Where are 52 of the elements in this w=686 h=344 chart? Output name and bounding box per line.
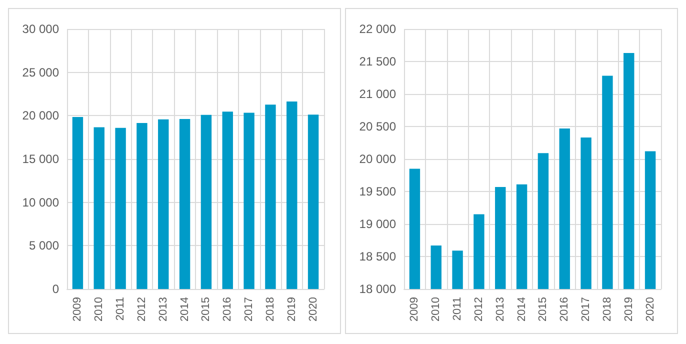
x-tick-label: 2011 xyxy=(114,297,127,321)
bar xyxy=(222,112,233,289)
x-tick-label: 2013 xyxy=(157,297,170,322)
y-tick-label: 20 500 xyxy=(359,120,396,134)
x-tick-label: 2013 xyxy=(494,297,506,322)
bar xyxy=(136,123,148,289)
x-tick-label: 2015 xyxy=(537,297,550,322)
bar xyxy=(286,102,298,289)
bar xyxy=(179,119,190,289)
y-tick-label: 5 000 xyxy=(28,238,60,253)
y-tick-label: 19 500 xyxy=(359,184,396,198)
x-tick-label: 2009 xyxy=(72,297,84,322)
bar xyxy=(158,119,169,289)
x-tick-label: 2010 xyxy=(430,297,442,322)
x-tick-label: 2011 xyxy=(452,297,464,321)
x-tick-label: 2012 xyxy=(136,297,148,322)
y-tick-label: 18 000 xyxy=(359,282,396,296)
y-tick-label: 21 000 xyxy=(359,87,396,101)
y-tick-label: 22 000 xyxy=(359,22,396,36)
x-tick-label: 2014 xyxy=(178,297,191,322)
x-tick-label: 2018 xyxy=(601,297,614,322)
x-tick-label: 2020 xyxy=(644,297,656,322)
x-tick-label: 2019 xyxy=(286,297,298,322)
y-tick-label: 20 000 xyxy=(22,108,60,123)
y-tick-label: 30 000 xyxy=(22,22,60,36)
bar xyxy=(244,112,254,289)
x-tick-label: 2016 xyxy=(222,297,234,322)
y-tick-label: 18 500 xyxy=(359,250,396,264)
bar xyxy=(200,114,212,289)
bar xyxy=(115,128,126,289)
x-tick-label: 2017 xyxy=(580,297,592,322)
y-tick-label: 25 000 xyxy=(22,65,60,80)
bar xyxy=(265,104,276,289)
x-tick-label: 2019 xyxy=(622,297,635,322)
x-tick-label: 2017 xyxy=(243,297,256,322)
y-tick-label: 10 000 xyxy=(22,195,60,210)
x-tick-label: 2020 xyxy=(307,297,320,322)
bar xyxy=(72,116,84,289)
x-tick-label: 2018 xyxy=(264,297,276,322)
y-tick-label: 21 500 xyxy=(359,54,396,68)
x-tick-label: 2012 xyxy=(472,297,485,322)
y-tick-label: 20 000 xyxy=(359,152,396,166)
bar xyxy=(94,127,104,289)
x-tick-label: 2016 xyxy=(558,297,571,322)
x-tick-label: 2015 xyxy=(200,297,212,322)
x-tick-label: 2010 xyxy=(93,297,106,322)
x-tick-label: 2009 xyxy=(408,297,421,322)
bar xyxy=(308,114,319,289)
y-tick-label: 0 xyxy=(52,282,60,296)
y-tick-label: 19 000 xyxy=(359,217,396,231)
x-tick-label: 2014 xyxy=(516,297,528,322)
y-tick-label: 15 000 xyxy=(22,152,60,166)
